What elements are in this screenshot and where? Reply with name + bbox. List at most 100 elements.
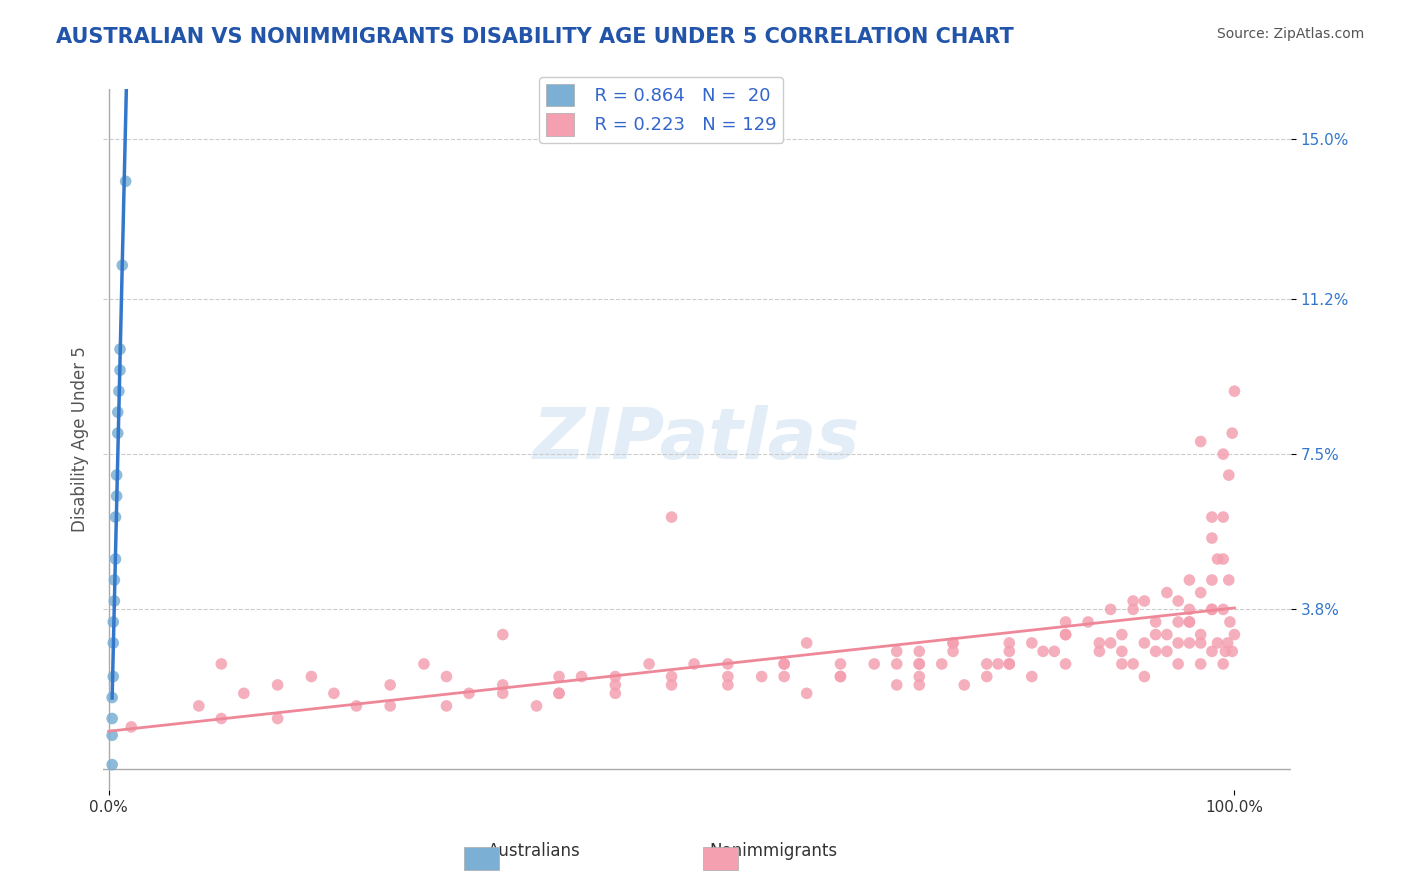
Point (942, 636, 965, 650)
Point (661, 669, 683, 683)
Point (1122, 657, 1144, 671)
Point (1021, 669, 1043, 683)
Point (886, 644, 908, 658)
Point (101, 728, 124, 742)
Point (908, 657, 931, 671)
Point (105, 489, 128, 503)
Point (638, 657, 661, 671)
Point (1201, 602, 1223, 616)
Point (103, 636, 125, 650)
Point (942, 636, 965, 650)
Point (103, 615, 125, 629)
Point (1133, 594, 1156, 608)
Point (1156, 644, 1178, 658)
Point (1201, 510, 1223, 524)
Point (1122, 594, 1144, 608)
Point (107, 405, 129, 419)
Point (863, 657, 886, 671)
Point (380, 698, 402, 713)
Point (987, 657, 1010, 671)
Point (1223, 384, 1246, 399)
Point (931, 657, 953, 671)
Text: AUSTRALIAN VS NONIMMIGRANTS DISABILITY AGE UNDER 5 CORRELATION CHART: AUSTRALIAN VS NONIMMIGRANTS DISABILITY A… (56, 27, 1014, 46)
Point (1156, 627, 1178, 641)
Point (717, 678, 740, 692)
Point (1032, 644, 1054, 658)
Point (492, 678, 515, 692)
Text: ZIPatlas: ZIPatlas (533, 405, 860, 474)
Point (492, 686, 515, 700)
Point (322, 686, 344, 700)
Point (299, 669, 322, 683)
Point (1206, 552, 1229, 566)
Point (1178, 602, 1201, 616)
Point (108, 342, 131, 356)
Point (1212, 602, 1234, 616)
Point (1144, 615, 1167, 629)
Point (104, 510, 127, 524)
Point (1212, 552, 1234, 566)
Point (830, 669, 852, 683)
Point (605, 686, 627, 700)
Point (661, 510, 683, 524)
Point (796, 636, 818, 650)
Point (266, 711, 288, 725)
Point (998, 644, 1021, 658)
Point (380, 678, 402, 692)
Point (1156, 585, 1178, 599)
Point (1201, 531, 1223, 545)
Point (103, 594, 125, 608)
Point (1189, 434, 1212, 449)
Point (1111, 657, 1133, 671)
Point (1099, 602, 1122, 616)
Point (548, 686, 571, 700)
Point (114, 174, 136, 188)
Point (886, 678, 908, 692)
Point (1167, 594, 1189, 608)
Point (830, 669, 852, 683)
Point (1178, 615, 1201, 629)
Point (458, 686, 481, 700)
Point (103, 669, 125, 683)
Point (605, 669, 627, 683)
Point (108, 363, 131, 377)
Point (1167, 636, 1189, 650)
Point (908, 678, 931, 692)
Point (1077, 615, 1099, 629)
Point (120, 720, 142, 734)
Point (1212, 657, 1234, 671)
Point (830, 657, 852, 671)
Point (103, 573, 125, 587)
Point (1216, 636, 1239, 650)
Point (605, 678, 627, 692)
Point (717, 657, 740, 671)
Point (942, 644, 965, 658)
Point (1201, 602, 1223, 616)
Legend:   R = 0.864   N =  20,   R = 0.223   N = 129: R = 0.864 N = 20, R = 0.223 N = 129 (540, 77, 783, 143)
Point (1088, 644, 1111, 658)
Point (1206, 636, 1229, 650)
Point (1218, 468, 1240, 483)
Point (751, 669, 773, 683)
Point (1088, 636, 1111, 650)
Point (1212, 510, 1234, 524)
Point (908, 669, 931, 683)
Point (998, 636, 1021, 650)
Point (998, 657, 1021, 671)
Point (1189, 585, 1212, 599)
Point (886, 657, 908, 671)
Point (571, 669, 593, 683)
Point (1054, 615, 1077, 629)
Point (1178, 615, 1201, 629)
Point (1201, 573, 1223, 587)
Point (1167, 657, 1189, 671)
Point (908, 657, 931, 671)
Point (1189, 636, 1212, 650)
Point (1220, 426, 1243, 441)
Point (111, 258, 134, 272)
Point (1189, 627, 1212, 641)
Text: Nonimmigrants: Nonimmigrants (709, 842, 838, 860)
Point (953, 678, 976, 692)
Point (1178, 573, 1201, 587)
Point (976, 657, 998, 671)
